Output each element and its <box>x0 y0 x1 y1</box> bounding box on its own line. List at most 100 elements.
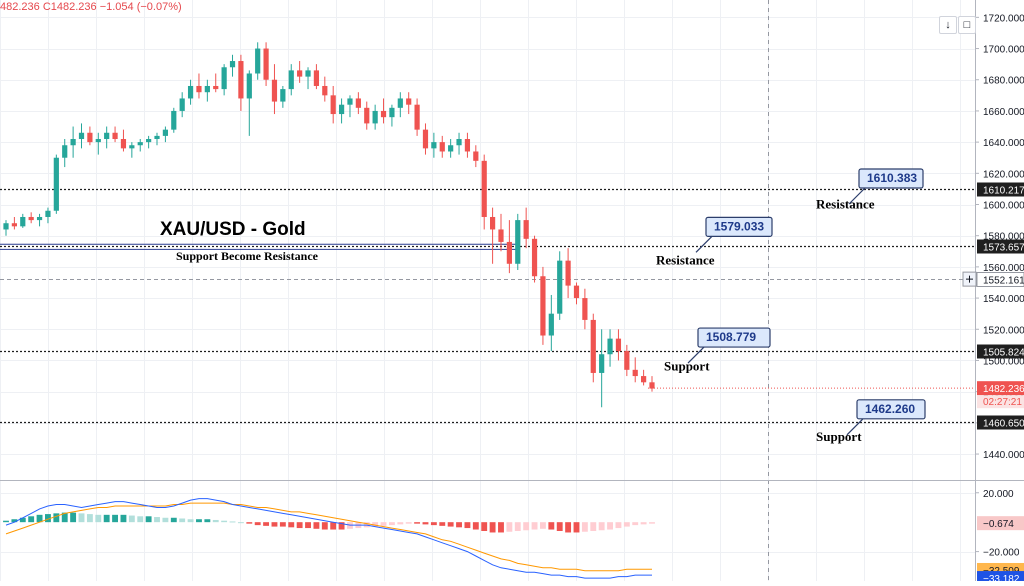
macd-histogram-bar <box>288 522 295 528</box>
macd-histogram-bar <box>53 513 60 523</box>
macd-histogram-bar <box>397 522 404 525</box>
candle-body <box>456 139 462 146</box>
candle-body <box>330 95 336 115</box>
macd-histogram-bar <box>137 516 144 523</box>
candle-body <box>70 139 76 146</box>
price-callout-box <box>856 399 926 420</box>
candle-body <box>632 369 638 377</box>
macd-line <box>5 498 652 579</box>
candle-body <box>322 85 328 96</box>
macd-histogram-bar <box>615 522 622 529</box>
candle-body <box>45 210 51 217</box>
candle-body <box>229 61 236 68</box>
price-callout-pointer <box>687 346 705 364</box>
candle-body <box>271 79 278 102</box>
level-annotation: Support <box>816 429 862 444</box>
candle-body <box>372 110 378 124</box>
level-annotation: Support <box>664 359 710 374</box>
price-callout-box <box>705 216 773 237</box>
candle-body <box>397 98 403 108</box>
macd-histogram-bar <box>103 514 110 523</box>
candle-body <box>557 260 563 314</box>
macd-histogram-bar <box>430 522 437 526</box>
macd-histogram-bar <box>481 522 488 531</box>
macd-histogram-bar <box>19 517 26 523</box>
price-callout-box <box>697 327 771 348</box>
candle-body <box>506 241 512 264</box>
macd-histogram-bar <box>212 519 219 523</box>
candle-body <box>364 107 370 124</box>
scroll-to-latest-button[interactable]: ↓ <box>939 16 957 34</box>
fullscreen-button[interactable]: □ <box>958 16 976 34</box>
macd-histogram-bar <box>61 512 68 523</box>
macd-histogram-bar <box>246 522 253 524</box>
candle-body <box>297 70 303 77</box>
macd-histogram-bar <box>196 519 202 523</box>
countdown-label: 02:27:21 <box>983 397 1022 408</box>
macd-histogram-bar <box>414 522 421 524</box>
macd-histogram-bar <box>187 519 194 523</box>
price-tick-label: 1680.000 <box>983 76 1024 87</box>
macd-histogram-bar <box>229 521 236 523</box>
level-price-badge <box>977 239 1024 254</box>
macd-histogram-bar <box>313 522 320 529</box>
candle-body <box>515 220 521 264</box>
candle-body <box>196 85 202 93</box>
candle-body <box>389 107 395 118</box>
macd-histogram-bar <box>237 522 244 524</box>
price-tick-label: 1700.000 <box>983 45 1024 56</box>
candle-body <box>187 85 194 99</box>
candle-body <box>129 145 135 149</box>
fullscreen-icon: □ <box>963 19 971 31</box>
macd-histogram-bar <box>305 522 311 529</box>
macd-histogram-bar <box>472 522 479 530</box>
price-tick-label: 1580.000 <box>983 232 1024 243</box>
macd-histogram-bar <box>405 522 412 524</box>
macd-histogram-bar <box>128 515 135 523</box>
indicator-value-label: −33.182 <box>983 574 1020 581</box>
macd-histogram-bar <box>78 513 85 523</box>
macd-signal-line <box>5 502 652 572</box>
candle-body <box>146 139 152 143</box>
macd-histogram-bar <box>271 522 278 527</box>
macd-histogram-bar <box>506 522 513 532</box>
candle-body <box>104 132 110 140</box>
candle-body <box>238 61 244 99</box>
candle-body <box>573 285 580 299</box>
price-tick-label: 1540.000 <box>983 294 1024 305</box>
candle-body <box>590 319 596 373</box>
candle-body <box>422 129 429 149</box>
level-price-badge <box>976 272 1024 287</box>
candle-body <box>649 382 655 389</box>
candle-body <box>473 151 479 161</box>
macd-histogram-bar <box>263 522 270 526</box>
macd-histogram-bar <box>11 519 18 523</box>
macd-histogram-bar <box>590 522 597 531</box>
candle-body <box>95 139 101 143</box>
macd-histogram-bar <box>254 522 261 526</box>
candle-body <box>489 216 496 230</box>
candle-body <box>20 216 26 227</box>
level-price-badge <box>977 182 1024 197</box>
price-tick-label: 1620.000 <box>983 169 1024 180</box>
macd-histogram-bar <box>607 522 613 530</box>
macd-histogram-bar <box>489 522 496 533</box>
macd-histogram-bar <box>95 514 102 523</box>
chart-title: XAU/USD - Gold <box>160 219 306 240</box>
candle-body <box>607 338 613 355</box>
price-tick-label: 1560.000 <box>983 263 1024 274</box>
candle-body <box>213 85 219 90</box>
price-callout-label: 1579.033 <box>714 219 764 233</box>
indicator-value-label: −0.674 <box>983 519 1014 530</box>
level-price-badge <box>977 415 1024 430</box>
candle-body <box>599 354 605 373</box>
macd-histogram-bar <box>539 522 546 529</box>
price-callout-label: 1462.260 <box>865 402 915 416</box>
macd-histogram-bar <box>632 522 639 526</box>
zone-annotation: Support Become Resistance <box>176 249 319 263</box>
macd-histogram-bar <box>456 522 462 528</box>
macd-histogram-bar <box>498 522 504 533</box>
level-annotation: Resistance <box>656 253 715 268</box>
